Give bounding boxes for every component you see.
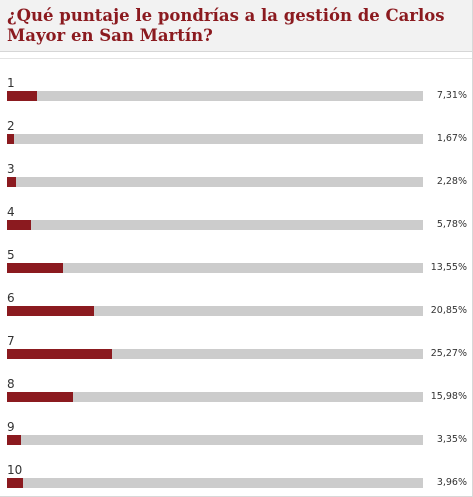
data-label: 25,27%	[430, 348, 467, 360]
data-label: 3,35%	[436, 434, 467, 446]
data-label: 20,85%	[430, 305, 467, 317]
result-row: 6 20,85%	[0, 291, 472, 334]
bar-track	[7, 220, 423, 231]
bar	[7, 306, 94, 317]
bar	[7, 220, 32, 231]
result-row: 4 5,78%	[0, 205, 472, 248]
result-row: 2 1,67%	[0, 119, 472, 162]
bar-track	[7, 177, 423, 188]
tick-label: 6	[7, 291, 15, 306]
bar-track	[7, 91, 423, 101]
bar-track	[7, 435, 423, 446]
result-row: 9 3,35%	[0, 420, 472, 463]
bar-track	[7, 134, 423, 145]
header-divider	[0, 58, 472, 59]
data-label: 2,28%	[436, 176, 467, 188]
data-label: 15,98%	[430, 391, 467, 403]
tick-label: 4	[7, 205, 15, 220]
bar-track	[7, 349, 423, 360]
bar	[7, 392, 74, 403]
poll-question-title: ¿Qué puntaje le pondrías a la gestión de…	[7, 6, 445, 45]
bar-track	[7, 392, 423, 403]
data-label: 5,78%	[436, 219, 467, 231]
bar	[7, 177, 17, 188]
data-label: 3,96%	[436, 477, 467, 489]
bar	[7, 349, 113, 360]
tick-label: 10	[7, 463, 23, 478]
bar	[7, 263, 64, 274]
tick-label: 5	[7, 248, 15, 263]
data-label: 13,55%	[430, 262, 467, 274]
result-row: 7 25,27%	[0, 334, 472, 377]
bar-track	[7, 263, 423, 274]
bar-track	[7, 478, 423, 489]
bar	[7, 91, 38, 101]
bar	[7, 134, 14, 145]
tick-label: 9	[7, 420, 15, 435]
bar	[7, 435, 21, 446]
data-label: 1,67%	[436, 133, 467, 145]
bar-track	[7, 306, 423, 317]
result-row: 8 15,98%	[0, 377, 472, 420]
poll-header: ¿Qué puntaje le pondrías a la gestión de…	[0, 0, 472, 52]
result-row: 5 13,55%	[0, 248, 472, 291]
tick-label: 8	[7, 377, 15, 392]
result-row: 10 3,96%	[0, 463, 472, 497]
tick-label: 3	[7, 162, 15, 177]
data-label: 7,31%	[436, 90, 467, 101]
bar	[7, 478, 24, 489]
tick-label: 2	[7, 119, 15, 134]
tick-label: 7	[7, 334, 15, 349]
result-row: 1 7,31%	[0, 76, 472, 119]
tick-label: 1	[7, 76, 15, 90]
result-row: 3 2,28%	[0, 162, 472, 205]
